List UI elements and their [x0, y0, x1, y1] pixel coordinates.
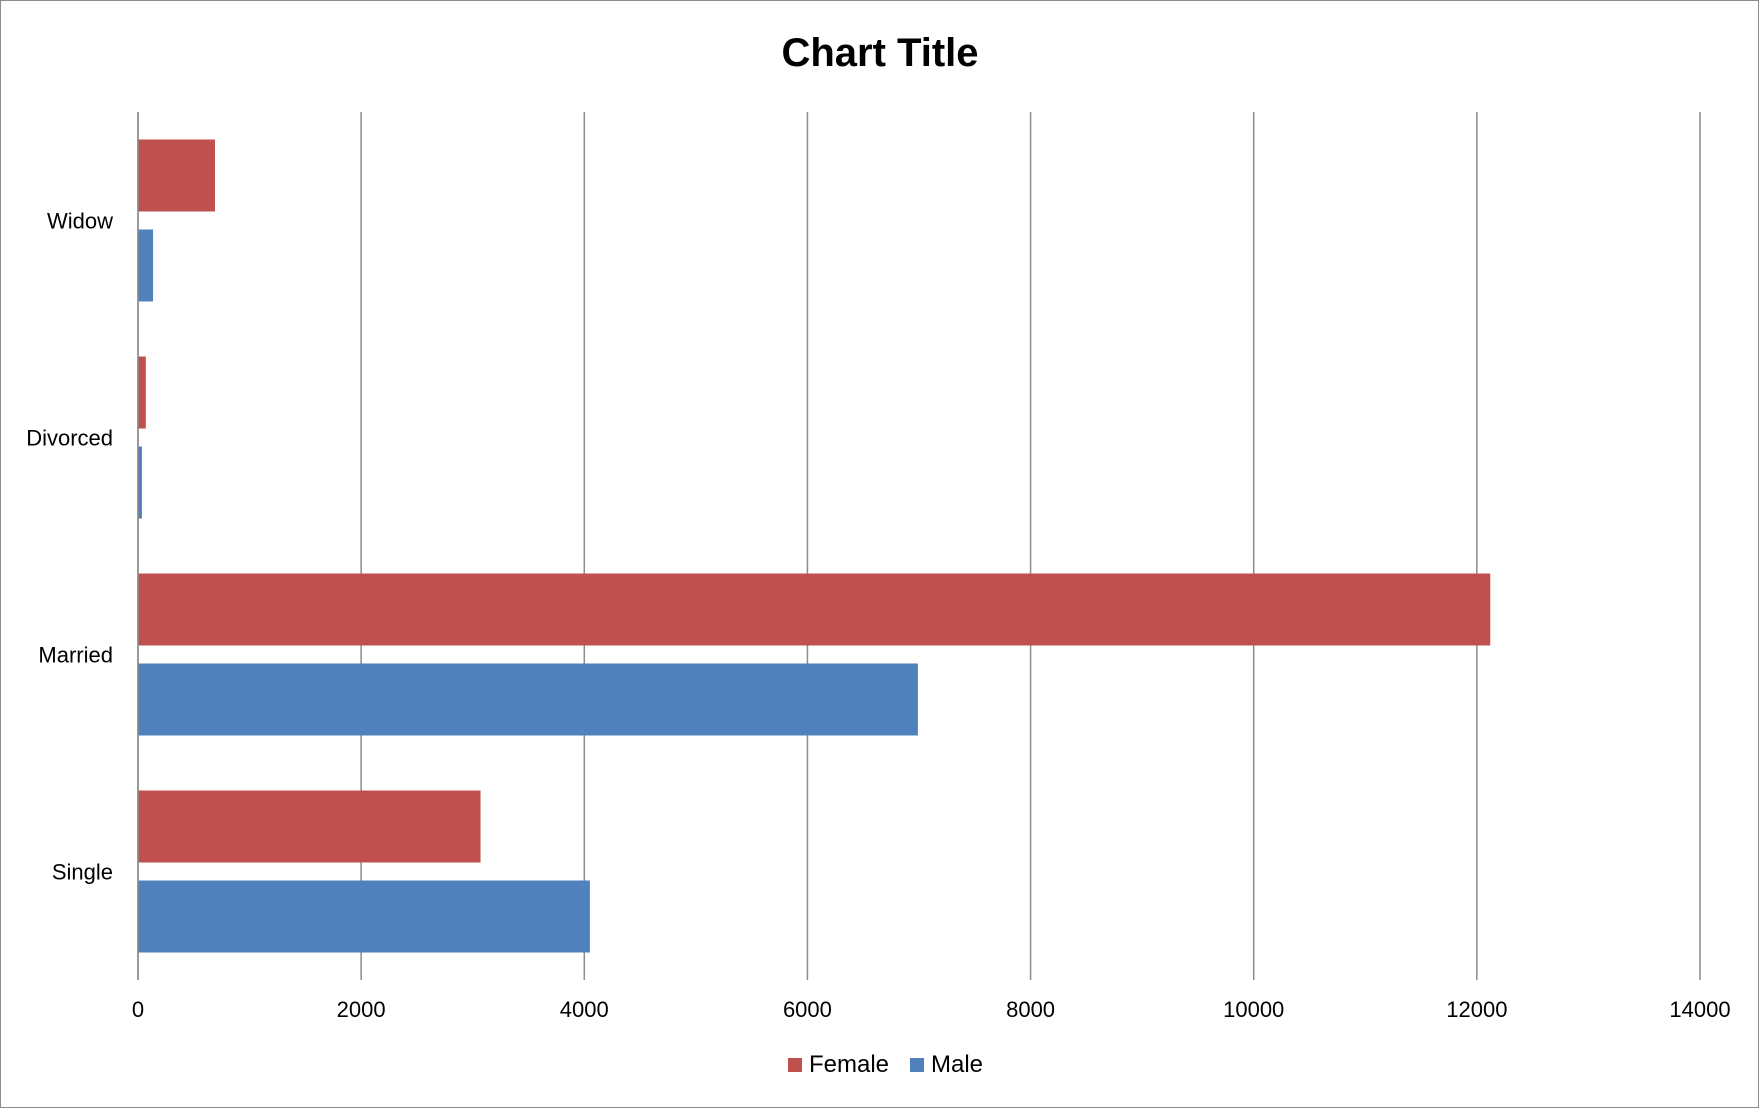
- y-category-label: Widow: [47, 209, 113, 234]
- bar-female-divorced: [138, 356, 146, 429]
- bar-female-married: [138, 573, 1491, 646]
- y-category-label: Single: [52, 860, 113, 885]
- bar-male-single: [138, 880, 590, 953]
- axes: 0 2000 4000 6000 8000 10000 12000 14000 Single Ma…: [26, 112, 1731, 1022]
- x-tick-label: 8000: [1006, 997, 1055, 1022]
- x-tick-label: 12000: [1446, 997, 1507, 1022]
- legend-label-female: Female: [809, 1051, 889, 1078]
- x-tick-label: 6000: [783, 997, 832, 1022]
- bars: [138, 139, 1491, 953]
- legend-swatch-male: [910, 1058, 924, 1072]
- legend-swatch-female: [788, 1058, 802, 1072]
- legend-label-male: Male: [931, 1051, 983, 1078]
- bar-male-married: [138, 663, 918, 736]
- y-category-label: Divorced: [26, 426, 113, 451]
- legend: Female Male: [788, 1051, 983, 1078]
- x-tick-label: 10000: [1223, 997, 1284, 1022]
- bar-female-widow: [138, 139, 215, 212]
- chart-title: Chart Title: [781, 31, 978, 75]
- x-tick-label: 0: [132, 997, 144, 1022]
- x-tick-label: 2000: [337, 997, 386, 1022]
- bar-male-divorced: [138, 446, 142, 519]
- y-category-label: Married: [38, 643, 113, 668]
- x-tick-label: 14000: [1669, 997, 1730, 1022]
- bar-male-widow: [138, 229, 154, 302]
- x-tick-label: 4000: [560, 997, 609, 1022]
- bar-female-single: [138, 790, 481, 863]
